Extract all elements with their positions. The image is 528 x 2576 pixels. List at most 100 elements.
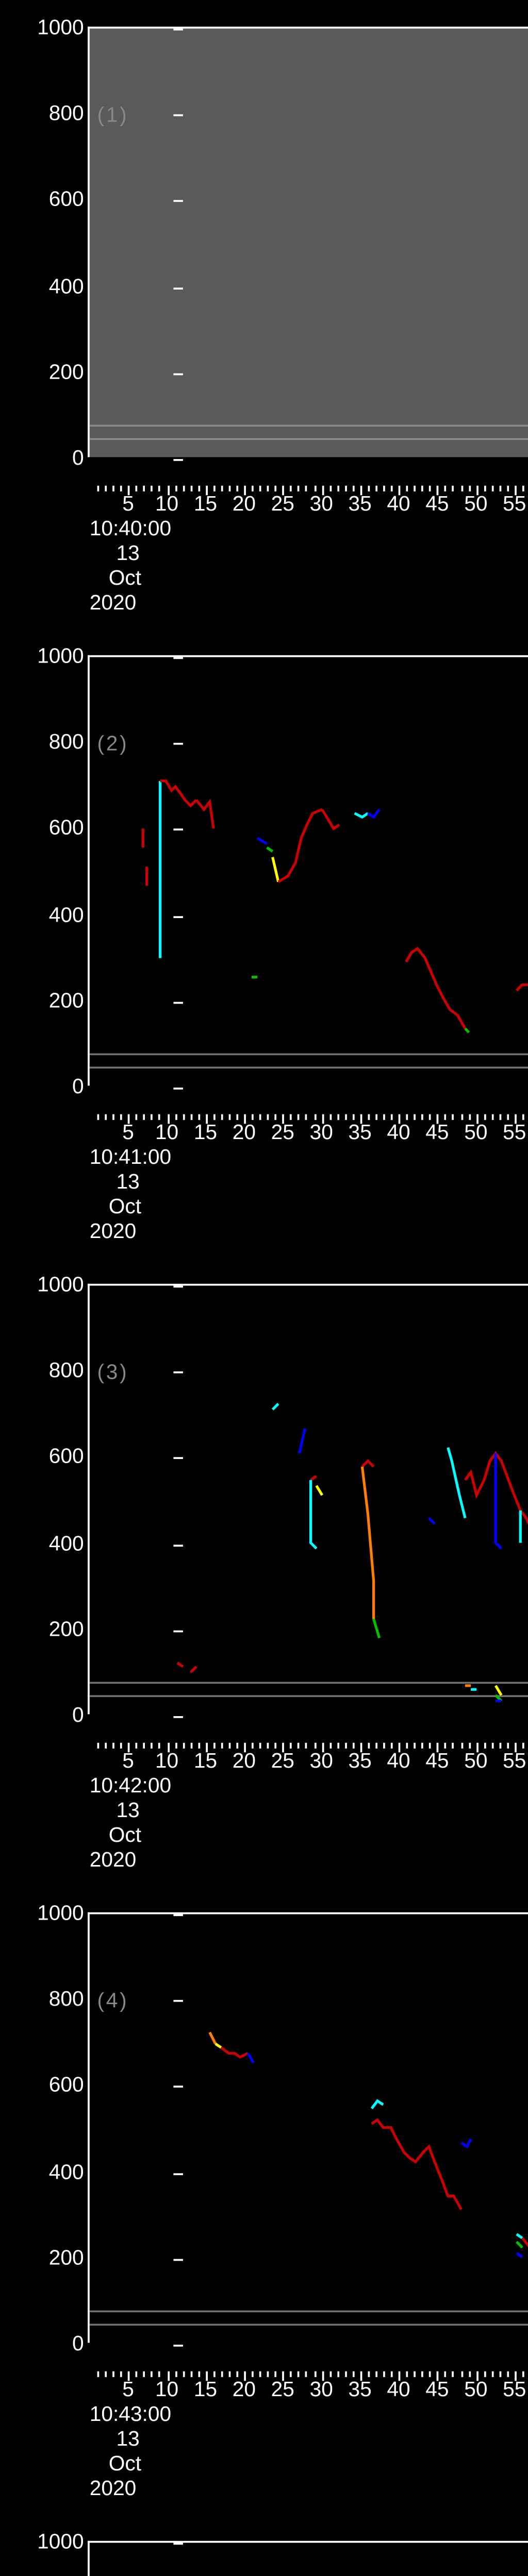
x-tick-mark-45 (437, 1114, 439, 1124)
x-tick-minor-13 (190, 1114, 192, 1120)
x-tick-mark-15 (205, 2371, 207, 2381)
x-tick-35: 35 (348, 1751, 371, 1773)
x-tick-minor-31 (329, 486, 331, 492)
x-tick-minor-37 (375, 1114, 377, 1120)
x-tick-35: 35 (348, 1122, 371, 1145)
timestamp-line-0: 10:42:00 (90, 1775, 171, 1800)
x-tick-45: 45 (425, 1122, 449, 1145)
x-tick-15: 15 (194, 494, 217, 516)
frequency-trace-segment (372, 2101, 383, 2109)
x-tick-minor-46 (445, 1114, 447, 1120)
x-tick-minor-46 (445, 1743, 447, 1749)
x-tick-minor-32 (337, 1114, 339, 1120)
x-tick-mark-10 (167, 2371, 169, 2381)
plot-area-5[interactable]: Frequency (Hz)02004006008001000510152025… (88, 2541, 528, 2576)
y-tick-mark-600 (173, 2087, 183, 2089)
x-tick-minor-16 (213, 486, 215, 492)
x-tick-minor-47 (453, 486, 455, 492)
y-tick-mark-400 (173, 1544, 183, 1546)
x-tick-minor-11 (175, 2371, 177, 2377)
x-tick-mark-50 (476, 1743, 478, 1752)
x-tick-mark-30 (321, 2371, 323, 2381)
x-tick-minor-36 (368, 1114, 370, 1120)
x-tick-30: 30 (310, 1122, 333, 1145)
trace-lines-panel-3[interactable] (90, 1285, 528, 1716)
x-tick-minor-46 (445, 2371, 447, 2377)
y-tick-mark-800 (173, 115, 183, 117)
plot-area-2[interactable]: Frequency (Hz)02004006008001000510152025… (88, 655, 528, 1086)
frequency-trace-segment (273, 857, 278, 882)
timestamp-line-2: Oct (90, 1196, 171, 1221)
x-tick-minor-22 (259, 486, 261, 492)
x-tick-15: 15 (194, 1122, 217, 1145)
plot-area-4[interactable]: Frequency (Hz)02004006008001000510152025… (88, 1912, 528, 2343)
x-tick-minor-36 (368, 1743, 370, 1749)
x-tick-mark-10 (167, 1743, 169, 1752)
y-tick-mark-200 (173, 1630, 183, 1632)
x-tick-minor-42 (414, 1114, 416, 1120)
x-tick-mark-40 (399, 1114, 401, 1124)
x-tick-mark-5 (128, 486, 130, 495)
y-tick-1000: 1000 (11, 1274, 84, 1297)
plot-area-1[interactable]: Frequency (Hz)02004006008001000510152025… (88, 27, 528, 457)
x-tick-minor-21 (252, 486, 254, 492)
x-tick-minor-52 (491, 1114, 493, 1120)
x-tick-20: 20 (233, 1751, 256, 1773)
x-tick-30: 30 (310, 1751, 333, 1773)
x-tick-10: 10 (155, 1751, 178, 1773)
timestamp-panel-2: 10:41:00 13 Oct 2020 (90, 1147, 171, 1246)
trace-lines-panel-2[interactable] (90, 657, 528, 1088)
x-tick-5: 5 (122, 1751, 134, 1773)
x-tick-minor-37 (375, 1743, 377, 1749)
x-tick-minor-29 (314, 2371, 316, 2377)
x-tick-mark-55 (515, 1743, 517, 1752)
x-tick-minor-31 (329, 1743, 331, 1749)
x-tick-minor-33 (344, 2371, 346, 2377)
panel-3: Frequency (Hz)02004006008001000510152025… (0, 1257, 528, 1886)
x-tick-mark-20 (244, 486, 246, 495)
y-tick-0: 0 (11, 448, 84, 470)
x-tick-minor-17 (221, 1114, 223, 1120)
x-tick-minor-52 (491, 486, 493, 492)
x-tick-minor-2 (105, 1114, 107, 1120)
x-tick-minor-1 (97, 486, 100, 492)
frequency-trace-segment (374, 1619, 380, 1638)
x-tick-minor-56 (522, 2371, 524, 2377)
reference-gridline-50hz (90, 437, 528, 439)
x-tick-mark-25 (283, 2371, 285, 2381)
y-tick-mark-1000 (173, 28, 183, 30)
x-tick-minor-36 (368, 486, 370, 492)
x-tick-minor-1 (97, 1743, 100, 1749)
frequency-trace-segment (362, 1461, 373, 1467)
x-tick-minor-18 (228, 1114, 230, 1120)
x-tick-40: 40 (387, 494, 410, 516)
x-tick-minor-18 (228, 1743, 230, 1749)
x-tick-minor-26 (290, 1114, 292, 1120)
x-tick-minor-43 (422, 486, 424, 492)
x-tick-minor-24 (275, 1114, 277, 1120)
x-tick-minor-32 (337, 1743, 339, 1749)
x-tick-mark-55 (515, 1114, 517, 1124)
x-tick-20: 20 (233, 2379, 256, 2402)
x-tick-mark-15 (205, 1743, 207, 1752)
x-tick-40: 40 (387, 1751, 410, 1773)
x-tick-minor-41 (406, 486, 408, 492)
frequency-trace-segment (461, 2139, 471, 2147)
x-tick-mark-15 (205, 1114, 207, 1124)
x-tick-minor-54 (507, 2371, 509, 2377)
y-tick-0: 0 (11, 2333, 84, 2356)
y-tick-1000: 1000 (11, 17, 84, 40)
y-tick-mark-0 (173, 459, 183, 461)
x-tick-minor-28 (306, 2371, 308, 2377)
x-tick-mark-40 (399, 1743, 401, 1752)
x-tick-minor-14 (198, 486, 200, 492)
x-tick-minor-12 (183, 2371, 185, 2377)
plot-area-3[interactable]: Frequency (Hz)02004006008001000510152025… (88, 1284, 528, 1715)
x-tick-55: 55 (503, 2379, 526, 2402)
trace-lines-panel-4[interactable] (90, 1914, 528, 2345)
x-tick-minor-47 (453, 1743, 455, 1749)
frequency-trace-segment (448, 1448, 465, 1518)
x-tick-minor-52 (491, 2371, 493, 2377)
x-tick-minor-48 (460, 1114, 463, 1120)
x-tick-45: 45 (425, 1751, 449, 1773)
